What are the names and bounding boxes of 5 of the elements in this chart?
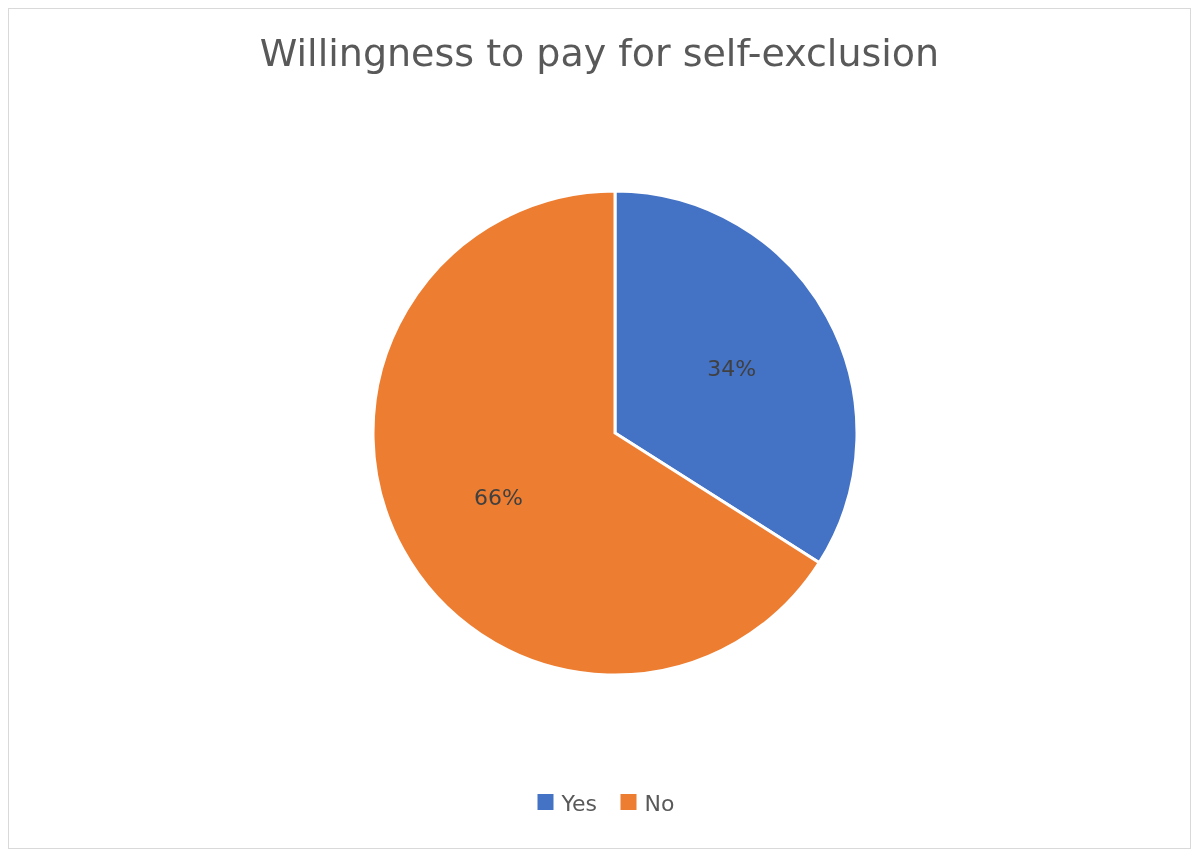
- data-label: 34%: [707, 356, 757, 382]
- data-label: 66%: [473, 484, 523, 510]
- legend-label: Yes: [560, 790, 598, 816]
- chart-title: Willingness to pay for self-exclusion: [259, 31, 940, 75]
- legend-label: No: [644, 790, 675, 816]
